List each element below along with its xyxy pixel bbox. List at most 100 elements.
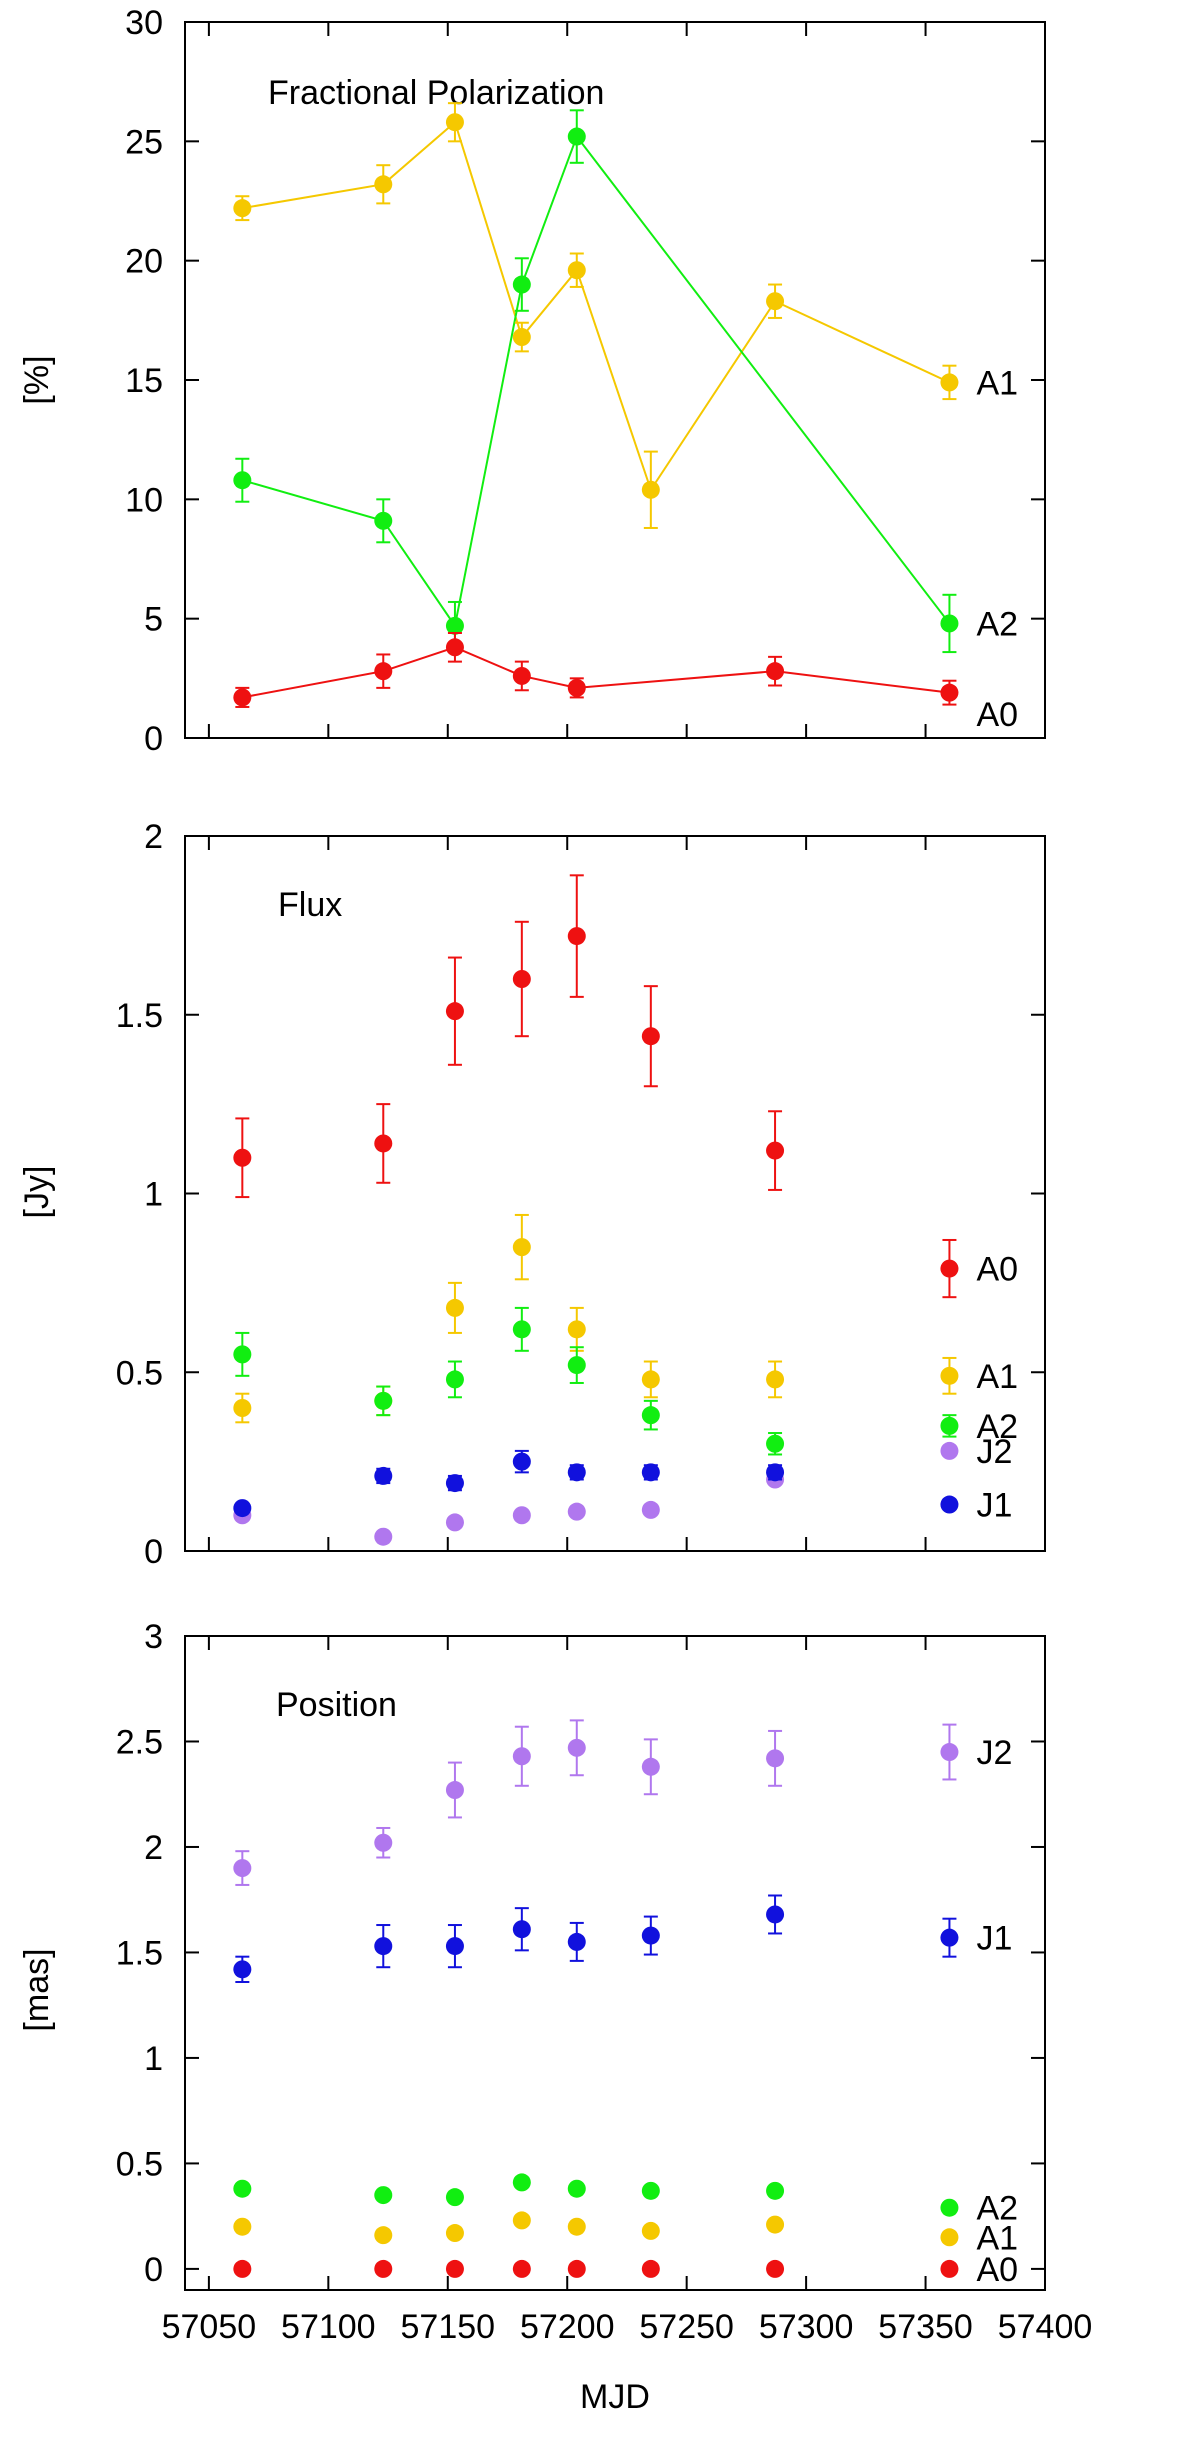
x-tick-label: 57200 [520,2308,615,2346]
legend-marker-a1 [940,1366,959,1385]
polarization-ylabel: [%] [18,355,56,404]
flux-ytick-label: 0.5 [116,1354,163,1392]
legend-marker-j1 [940,1495,959,1514]
flux-marks [233,874,785,1546]
data-point-a1 [766,2215,785,2234]
data-point-a0 [512,2259,531,2278]
series-line-a0 [242,646,950,699]
data-point-j2 [641,1500,660,1519]
data-point-a2 [567,1356,586,1375]
data-point-j1 [940,1928,959,1947]
data-point-a0 [641,1027,660,1046]
data-point-a2 [445,616,464,635]
data-point-a0 [445,2259,464,2278]
data-point-j2 [567,1738,586,1757]
data-point-a2 [567,2179,586,2198]
data-point-j1 [512,1452,531,1471]
series-line-a1 [242,120,950,493]
flux-ylabel: [Jy] [18,1166,56,1219]
series-label-j1: J1 [976,1920,1012,1958]
x-tick-label: 57400 [998,2308,1093,2346]
data-point-a1 [233,1399,252,1417]
series-label-j2: J2 [976,1734,1012,1772]
data-point-j2 [233,1859,252,1878]
data-point-a2 [567,127,586,146]
polarization-ytick-label: 5 [144,601,163,639]
series-label-a1: A1 [976,2219,1018,2257]
position-marks [233,1719,959,2278]
position-ylabel: [mas] [18,1948,56,2031]
data-point-a2 [512,2173,531,2192]
data-point-a1 [374,2226,393,2245]
data-point-j1 [374,1466,393,1485]
data-point-j1 [512,1920,531,1939]
data-point-a1 [512,328,531,347]
flux-ytick-label: 0 [144,1533,163,1571]
position-yticks: 0 0.5 1 1.5 2 2.5 3 [116,1618,1045,2289]
data-point-j2 [512,1506,531,1525]
data-point-a0 [233,688,252,707]
data-point-a0 [233,1148,252,1167]
polarization-plot-frame [184,21,1046,739]
data-point-a1 [445,1298,464,1317]
position-ytick-label: 0 [144,2251,163,2289]
data-point-j2 [567,1502,586,1521]
x-tick-label: 57350 [878,2308,973,2346]
data-point-j2 [445,1781,464,1800]
polarization-marks [233,102,959,708]
data-point-a0 [567,927,586,946]
data-point-a0 [445,1002,464,1021]
data-point-j2 [374,1527,393,1546]
data-point-j1 [641,1463,660,1482]
data-point-j1 [233,1499,252,1518]
x-tick-label: 57300 [759,2308,854,2346]
data-point-a0 [567,678,586,697]
x-tick-label: 57100 [281,2308,376,2346]
polarization-panel: Fractional Polarization [%] 0 5 10 15 20 25 30… [18,4,1046,758]
data-point-a0 [940,2259,959,2278]
legend-marker-j2 [940,1441,959,1460]
position-ytick-label: 2.5 [116,1723,163,1761]
data-point-a0 [766,662,785,681]
polarization-ytick-label: 10 [125,481,163,519]
data-point-a0 [374,1134,393,1153]
data-point-a1 [233,199,252,218]
data-point-a2 [641,1406,660,1425]
polarization-ytick-label: 30 [125,4,163,42]
data-point-a1 [567,1320,586,1339]
flux-ytick-label: 2 [144,818,163,856]
legend-label-j2: J2 [976,1433,1012,1471]
data-point-a1 [512,2211,531,2230]
data-point-a1 [641,2221,660,2240]
series-label-a0: A0 [976,2251,1018,2289]
data-point-a2 [766,1434,785,1453]
flux-ytick-label: 1.5 [116,997,163,1035]
data-point-a1 [567,261,586,280]
flux-yticks: 0 0.5 1 1.5 2 [116,818,1045,1571]
position-ytick-label: 2 [144,1829,163,1867]
data-point-j1 [641,1926,660,1945]
polarization-ytick-label: 15 [125,362,163,400]
flux-title: Flux [278,886,342,924]
polarization-ytick-label: 0 [144,720,163,758]
data-point-a0 [374,2259,393,2278]
data-point-a2 [445,1370,464,1389]
data-point-a1 [445,2224,464,2243]
data-point-a1 [512,1238,531,1257]
data-point-j2 [374,1833,393,1852]
data-point-j1 [567,1932,586,1951]
data-point-a0 [374,662,393,681]
polarization-xticks [207,22,1046,738]
data-point-a2 [940,2198,959,2217]
data-point-a0 [233,2259,252,2278]
data-point-j1 [766,1905,785,1924]
data-point-a2 [233,471,252,490]
data-point-j1 [445,1937,464,1956]
flux-ytick-label: 1 [144,1176,163,1214]
legend-label-a2: A2 [976,1408,1018,1446]
data-point-j1 [766,1463,785,1482]
legend-marker-a0 [940,1259,959,1278]
position-ytick-label: 3 [144,1618,163,1656]
position-ytick-label: 0.5 [116,2145,163,2183]
